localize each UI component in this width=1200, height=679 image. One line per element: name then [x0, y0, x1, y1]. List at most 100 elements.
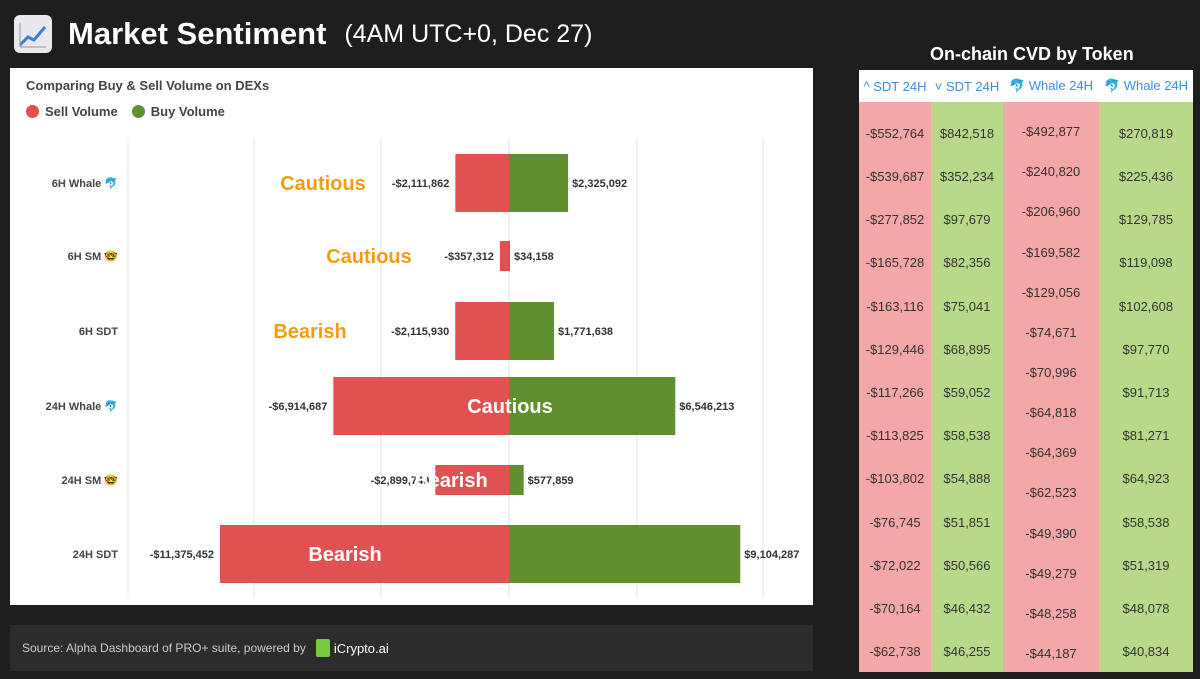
chart-upward-icon — [14, 15, 52, 53]
buy-dot-icon — [131, 105, 145, 118]
icrypto-logo[interactable]: iCrypto.ai — [315, 639, 389, 657]
cvd-cell: $81,271 — [1122, 428, 1170, 444]
cvd-cell: -$72,022 — [869, 557, 921, 573]
cvd-table: ^ SDT 24H -$552,764 -$539,687 -$277,852 -$16… — [859, 70, 1193, 672]
legend-sell[interactable]: Sell Volume — [26, 104, 118, 119]
category-label: 6H SDT — [79, 326, 118, 338]
cvd-cell: -$48,258 — [1025, 605, 1077, 621]
buy-bar — [509, 465, 524, 495]
cvd-cell: -$539,687 — [865, 168, 925, 184]
category-label: 6H Whale 🐬 — [52, 176, 118, 190]
cvd-cell: -$62,738 — [869, 644, 921, 660]
cvd-cell: $75,041 — [943, 298, 991, 314]
cvd-cell: -$117,266 — [866, 385, 924, 400]
cvd-column: 🐬 Whale 24H $270,819 $225,436 $129,785 $119,… — [1099, 70, 1193, 672]
cvd-cell: -$492,877 — [1021, 124, 1081, 140]
category-label: 24H Whale 🐬 — [46, 399, 118, 413]
cvd-cell: -$64,818 — [1025, 405, 1077, 421]
cvd-cell: $102,608 — [1118, 298, 1174, 314]
header: Market Sentiment (4AM UTC+0, Dec 27) — [14, 10, 592, 58]
cvd-cell: $352,234 — [939, 168, 995, 184]
sell-data-label: -$11,375,452 — [150, 549, 214, 561]
buy-bar — [509, 154, 569, 212]
cvd-cell: -$129,056 — [1021, 284, 1081, 300]
logo-text: iCrypto.ai — [333, 640, 389, 656]
cvd-cell: -$240,820 — [1021, 164, 1081, 180]
cvd-cell: $46,432 — [943, 601, 991, 617]
cvd-cell: -$552,764 — [865, 125, 925, 141]
cvd-cell: -$64,369 — [1025, 445, 1077, 461]
cvd-column-header[interactable]: 🐬 Whale 24H — [1099, 70, 1193, 102]
sentiment-annotation: Bearish — [308, 544, 381, 566]
buy-data-label: $2,325,092 — [572, 178, 627, 190]
sell-bar — [333, 377, 509, 435]
cvd-column: ^ SDT 24H -$552,764 -$539,687 -$277,852 -$16… — [859, 70, 931, 672]
cvd-cell: -$76,745 — [869, 514, 921, 530]
buy-data-label: $6,546,213 — [679, 401, 734, 413]
sell-data-label: -$2,111,862 — [392, 178, 450, 190]
cvd-cell: $50,566 — [943, 557, 991, 573]
category-label: 24H SM 🤓 — [62, 474, 119, 487]
page-title: Market Sentiment — [68, 16, 327, 51]
cvd-column-header[interactable]: ˅ SDT 24H — [931, 70, 1003, 102]
buy-bar — [509, 525, 741, 583]
cvd-cell: -$169,582 — [1021, 244, 1081, 260]
cvd-cell: $46,255 — [943, 644, 991, 660]
cvd-cell: $270,819 — [1118, 125, 1174, 141]
cvd-cell: $51,319 — [1122, 557, 1170, 573]
page-subtitle: (4AM UTC+0, Dec 27) — [344, 19, 593, 48]
cvd-cell: -$103,802 — [865, 471, 925, 487]
buy-data-label: $9,104,287 — [744, 549, 799, 561]
cvd-cell: $59,052 — [943, 385, 991, 400]
buy-data-label: $34,158 — [514, 251, 554, 263]
cvd-column-header[interactable]: ^ SDT 24H — [859, 70, 931, 102]
sentiment-annotation: Bearish — [273, 321, 346, 343]
sell-data-label: -$6,914,687 — [269, 401, 328, 413]
cvd-cell: $97,679 — [943, 212, 991, 228]
cvd-cell: $119,098 — [1119, 255, 1173, 271]
category-label: 24H SDT — [73, 549, 119, 561]
sell-data-label: -$2,115,930 — [391, 326, 449, 338]
chart-panel: Comparing Buy & Sell Volume on DEXs Sell… — [10, 68, 813, 605]
cvd-cell: -$49,390 — [1025, 525, 1077, 541]
cvd-cell: $58,538 — [1122, 514, 1170, 530]
cvd-cell: -$49,279 — [1025, 565, 1077, 581]
source-bar: Source: Alpha Dashboard of PRO+ suite, p… — [10, 625, 813, 671]
cvd-cell: -$62,523 — [1025, 485, 1077, 501]
buy-data-label: $1,771,638 — [558, 326, 613, 338]
category-label: 6H SM 🤓 — [68, 250, 119, 263]
source-text: Source: Alpha Dashboard of PRO+ suite, p… — [22, 641, 306, 655]
cvd-cell: -$277,852 — [865, 212, 925, 228]
cvd-cell: $97,770 — [1122, 341, 1170, 357]
cvd-cell: -$129,446 — [865, 341, 925, 357]
sell-data-label: -$2,899,749 — [371, 475, 430, 487]
cvd-cell: -$113,825 — [866, 428, 924, 444]
cvd-cell: $225,436 — [1118, 168, 1174, 184]
sell-data-label: -$357,312 — [444, 251, 494, 263]
legend-sell-label: Sell Volume — [45, 104, 118, 119]
sell-bar — [455, 302, 509, 360]
chart-title: Comparing Buy & Sell Volume on DEXs — [26, 78, 270, 93]
sell-bar — [455, 154, 509, 212]
cvd-cell: $54,888 — [943, 471, 991, 487]
cvd-title: On-chain CVD by Token — [930, 44, 1134, 64]
cvd-cell: $48,078 — [1122, 601, 1170, 617]
sell-bar — [435, 465, 509, 495]
cvd-column: 🐬 Whale 24H -$492,877 -$240,820 -$206,960 -$… — [1003, 70, 1099, 672]
cvd-cell: $51,851 — [943, 514, 991, 530]
buy-bar — [509, 377, 676, 435]
cvd-cell: -$165,728 — [865, 255, 925, 271]
sell-bar — [499, 241, 509, 271]
cvd-cell: $64,923 — [1122, 471, 1170, 487]
cvd-cell: $68,895 — [943, 341, 991, 357]
cvd-cell: $40,834 — [1122, 644, 1170, 660]
legend-buy[interactable]: Buy Volume — [131, 104, 225, 119]
cvd-cell: $82,356 — [943, 255, 991, 271]
sentiment-annotation: Bearish — [414, 470, 487, 492]
cvd-cell: -$206,960 — [1021, 204, 1081, 220]
cvd-column-header[interactable]: 🐬 Whale 24H — [1003, 70, 1099, 102]
chart-legend: Sell Volume Buy Volume — [26, 104, 239, 119]
cvd-cell: $129,785 — [1118, 212, 1174, 228]
sentiment-annotation: Cautious — [326, 246, 412, 268]
legend-buy-label: Buy Volume — [150, 104, 225, 119]
